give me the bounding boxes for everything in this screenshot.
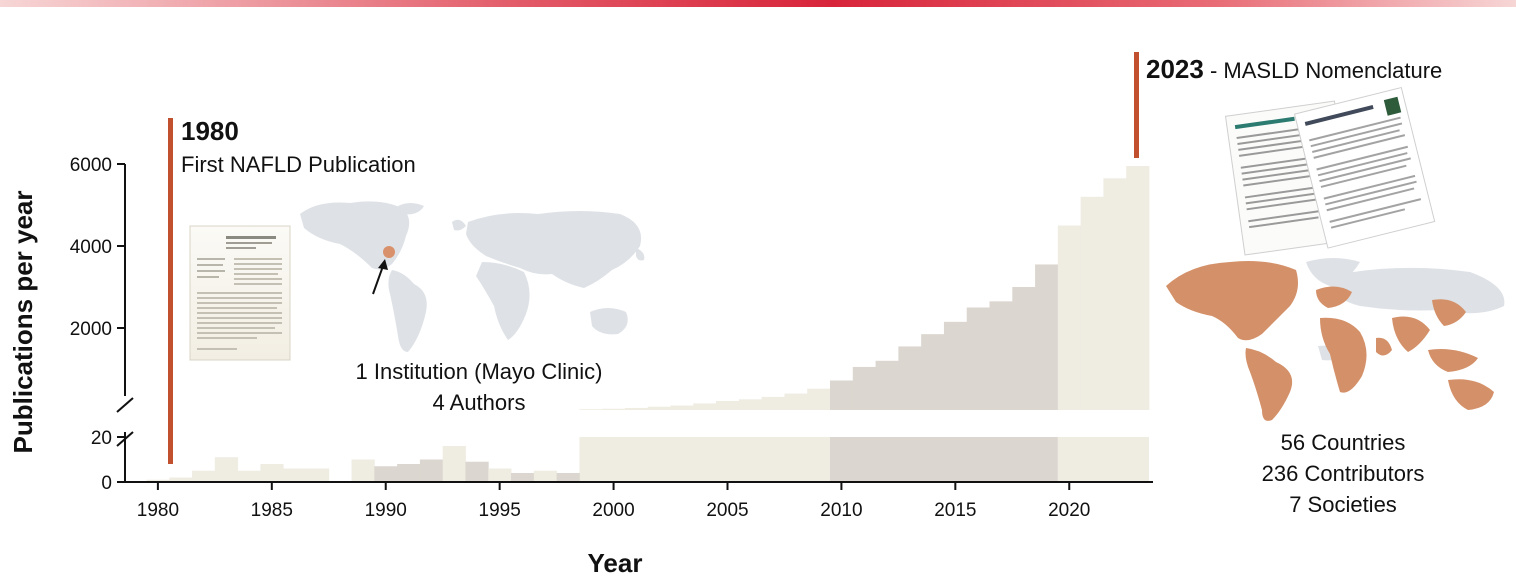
y-tick-label-lower-20: 20 (91, 428, 112, 449)
bar-1983 (214, 457, 239, 482)
x-tick-label-2010: 2010 (820, 500, 862, 521)
bar-1989 (351, 459, 375, 482)
y-tick-label-upper-6000: 6000 (70, 155, 112, 176)
institution-count-label: 1 Institution (Mayo Clinic) (356, 359, 603, 384)
bar-1999 (579, 409, 603, 410)
bar-2011 (852, 366, 876, 410)
bar-2015 (943, 321, 968, 410)
bar-2019 (1035, 264, 1059, 410)
bar-2005 (716, 400, 740, 410)
x-tick-label-2020: 2020 (1048, 500, 1090, 521)
societies-count-label: 7 Societies (1289, 492, 1397, 517)
x-tick-label-2000: 2000 (592, 500, 634, 521)
paper-thumbnail-1980-icon (189, 225, 291, 361)
y-tick-label-upper-4000: 4000 (70, 237, 112, 258)
bar-1992 (419, 459, 444, 482)
x-tick-label-1980: 1980 (137, 500, 179, 521)
start-year-label: 1980 (181, 116, 239, 146)
world-map-contributors-icon (1166, 258, 1505, 421)
bar-2010 (830, 380, 854, 410)
data-bars (146, 166, 1150, 482)
bar-1980 (146, 479, 170, 482)
x-tick-label-1990: 1990 (365, 500, 407, 521)
shade-band-2020-2023 (1057, 437, 1149, 482)
mayo-clinic-marker (383, 246, 395, 258)
bar-2009 (807, 388, 831, 410)
y-ticks: 0 20 2000 4000 6000 (70, 155, 125, 494)
bar-2016 (966, 307, 990, 410)
bar-1995 (488, 468, 512, 482)
bar-1990 (374, 466, 398, 482)
bar-2023 (1126, 166, 1150, 410)
x-tick-label-1985: 1985 (251, 500, 293, 521)
bar-2022 (1103, 178, 1127, 410)
bar-1994 (465, 461, 489, 482)
bar-2013 (898, 346, 922, 410)
shade-band-1999-2009 (579, 437, 831, 482)
bar-2008 (784, 393, 808, 410)
bar-1986 (283, 468, 307, 482)
end-year-marker-line (1134, 52, 1139, 158)
bar-1991 (397, 464, 421, 482)
axes (116, 164, 1153, 483)
y-tick-label-lower-0: 0 (101, 473, 112, 494)
bar-2007 (761, 396, 785, 410)
start-year-marker-line (168, 118, 173, 464)
end-event-label: MASLD Nomenclature (1223, 58, 1442, 83)
bar-2020 (1057, 225, 1082, 410)
end-year-label: 2023 (1146, 54, 1204, 84)
start-event-label: First NAFLD Publication (181, 152, 416, 177)
bar-1987 (305, 468, 330, 482)
x-ticks: 1980 1985 1990 1995 2000 2005 2010 2015 2020 (137, 482, 1090, 521)
background-bands (579, 437, 1149, 482)
bar-2001 (624, 407, 649, 410)
x-tick-label-1995: 1995 (479, 500, 521, 521)
bar-1996 (511, 473, 535, 482)
x-tick-label-2005: 2005 (706, 500, 748, 521)
countries-count-label: 56 Countries (1281, 430, 1406, 455)
bar-2021 (1080, 196, 1104, 410)
bar-1998 (556, 473, 580, 482)
x-axis-title: Year (588, 548, 643, 578)
axis-break-mark-lower (116, 431, 134, 447)
bar-1984 (237, 470, 261, 482)
mayo-clinic-arrow-head (378, 259, 388, 270)
bar-2014 (921, 334, 945, 410)
axis-break-mark-upper (116, 397, 134, 413)
top-gradient-band (0, 0, 1516, 7)
contributors-count-label: 236 Contributors (1262, 461, 1425, 486)
end-year-separator: - (1204, 58, 1224, 83)
bar-2003 (670, 405, 694, 410)
bar-1993 (442, 446, 466, 482)
shade-band-2010-2019 (830, 437, 1058, 482)
bar-2012 (875, 360, 899, 410)
y-tick-label-upper-2000: 2000 (70, 319, 112, 340)
bar-2006 (738, 399, 763, 410)
author-count-label: 4 Authors (433, 390, 526, 415)
bar-2002 (647, 406, 671, 410)
bar-1985 (260, 464, 284, 482)
bar-1997 (533, 470, 558, 482)
y-axis-title: Publications per year (8, 191, 38, 454)
bar-2004 (693, 403, 717, 410)
bar-1982 (192, 470, 216, 482)
bar-1981 (169, 477, 193, 482)
world-map-mayo-icon (300, 201, 645, 352)
bar-2017 (989, 301, 1013, 410)
mayo-clinic-arrow-line (372, 265, 384, 295)
end-year-annotation: 2023 - MASLD Nomenclature (1146, 54, 1442, 84)
paper-stack-2023-icon (1224, 86, 1436, 256)
bar-2018 (1012, 287, 1036, 410)
bar-2000 (602, 408, 626, 410)
x-tick-label-2015: 2015 (934, 500, 976, 521)
